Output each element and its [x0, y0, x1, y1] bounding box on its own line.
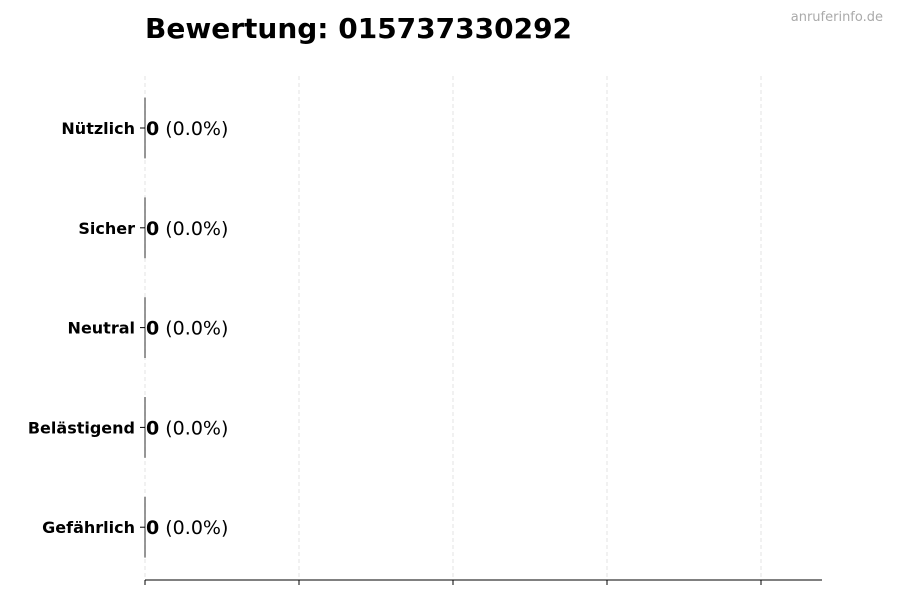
data-label: 0 (0.0%) [146, 118, 228, 140]
y-tick-label: Gefährlich [42, 518, 135, 537]
y-tick-label: Sicher [78, 219, 135, 238]
data-label-percent: (0.0%) [159, 318, 228, 340]
data-label: 0 (0.0%) [146, 218, 228, 240]
data-label-count: 0 [146, 417, 159, 439]
data-label: 0 (0.0%) [146, 517, 228, 539]
data-label-percent: (0.0%) [159, 417, 228, 439]
chart-title: Bewertung: 015737330292 [145, 12, 573, 45]
data-label: 0 (0.0%) [146, 318, 228, 340]
data-label-count: 0 [146, 318, 159, 340]
data-label-count: 0 [146, 118, 159, 140]
y-tick-label: Neutral [68, 319, 135, 338]
data-label: 0 (0.0%) [146, 417, 228, 439]
watermark: anruferinfo.de [790, 10, 883, 25]
data-label-percent: (0.0%) [159, 218, 228, 240]
y-tick-label: Belästigend [28, 418, 135, 437]
y-tick-label: Nützlich [61, 119, 135, 138]
data-label-count: 0 [146, 218, 159, 240]
data-label-count: 0 [146, 517, 159, 539]
data-label-percent: (0.0%) [159, 118, 228, 140]
data-label-percent: (0.0%) [159, 517, 228, 539]
